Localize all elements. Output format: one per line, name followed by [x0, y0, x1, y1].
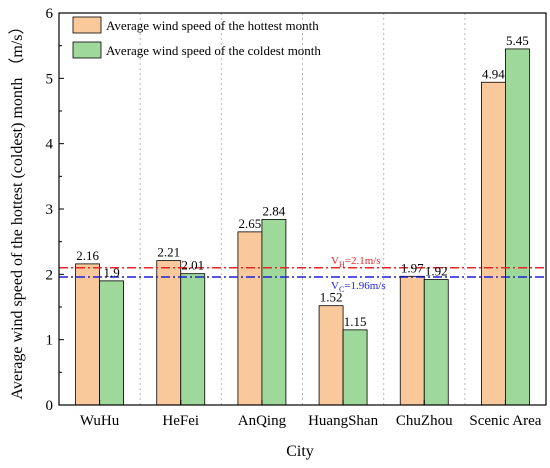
data-label: 2.16 — [76, 248, 99, 263]
y-tick-label: 4 — [46, 137, 54, 153]
bar — [180, 273, 206, 406]
data-label: 5.45 — [506, 33, 529, 48]
bar — [342, 329, 368, 406]
data-label: 2.01 — [181, 258, 204, 273]
data-label: 2.84 — [263, 203, 286, 218]
legend-swatch-hottest — [72, 16, 102, 34]
y-tick-label: 3 — [46, 202, 54, 218]
data-label: 1.15 — [344, 314, 367, 329]
bar — [156, 260, 182, 406]
legend-swatch-coldest — [72, 41, 102, 59]
x-tick-label: AnQing — [238, 413, 287, 429]
bar — [505, 48, 530, 406]
x-tick-label: Scenic Area — [469, 413, 541, 429]
bars — [75, 48, 530, 406]
axes: 0 1 2 3 4 5 6 WuHu HeFei AnQing HuangShan ChuZhou Sc… — [46, 6, 542, 429]
bar — [99, 280, 124, 406]
x-tick-label: HeFei — [162, 413, 199, 429]
reference-line-label: VC=1.96m/s — [331, 280, 386, 294]
category-separators — [139, 13, 466, 405]
bar — [237, 231, 263, 406]
y-tick-label: 5 — [46, 71, 54, 87]
data-label: 1.92 — [425, 264, 448, 279]
data-label: 1.97 — [401, 260, 424, 275]
x-tick-label: WuHu — [80, 413, 120, 429]
bar — [261, 219, 287, 406]
reference-lines: VH=2.1m/s VC=1.96m/s — [59, 255, 546, 294]
data-label: 1.52 — [320, 290, 343, 305]
x-axis-title: City — [286, 443, 314, 460]
x-tick-label: HuangShan — [308, 413, 378, 429]
data-label: 2.65 — [239, 216, 262, 231]
reference-line-label: VH=2.1m/s — [331, 255, 381, 269]
legend-label-hottest: Average wind speed of the hottest month — [106, 18, 319, 33]
bar — [318, 305, 344, 406]
x-tick-label: ChuZhou — [396, 413, 453, 429]
y-tick-label: 0 — [46, 398, 54, 414]
bar — [75, 263, 100, 406]
legend: Average wind speed of the hottest month … — [72, 16, 321, 59]
y-tick-label: 1 — [46, 333, 54, 349]
y-axis-title: Average wind speed of the hottest (colde… — [8, 19, 26, 400]
bar — [423, 279, 449, 406]
bar — [399, 275, 425, 406]
legend-label-coldest: Average wind speed of the coldest month — [106, 43, 321, 58]
data-label: 2.21 — [157, 245, 180, 260]
data-label: 4.94 — [482, 66, 505, 81]
y-tick-label: 6 — [46, 6, 54, 22]
data-label: 1.9 — [103, 265, 119, 280]
y-tick-label: 2 — [46, 267, 54, 283]
data-labels: 2.16 1.9 2.212.01 2.652.84 1.521.15 1.97 1.92 4… — [76, 33, 529, 329]
bar — [481, 81, 506, 406]
